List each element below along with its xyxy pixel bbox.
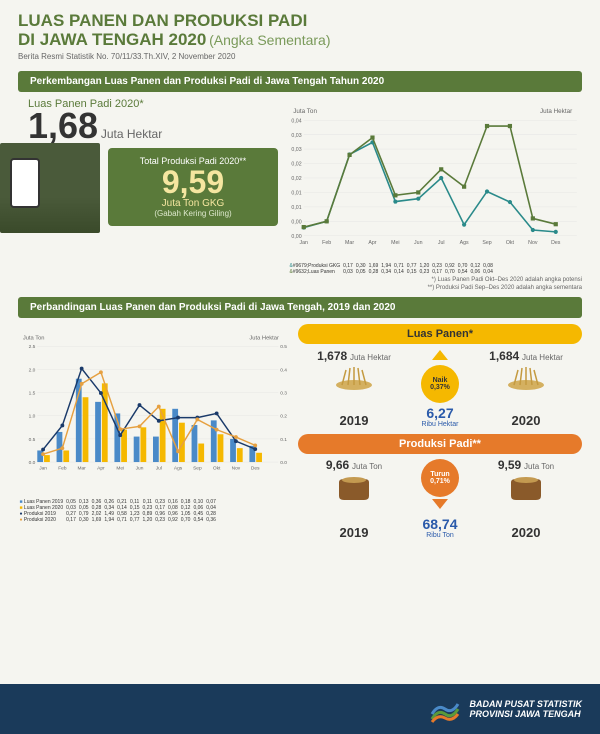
chart-note-2: **) Produksi Padi Sep–Des 2020 adalah an… [288, 285, 582, 291]
svg-text:1.0: 1.0 [29, 414, 36, 420]
section-banner-1: Perkembangan Luas Panen dan Produksi Pad… [18, 71, 582, 92]
arrow-down-icon [430, 497, 450, 511]
svg-text:Jul: Jul [438, 241, 445, 247]
bps-logo-icon [430, 694, 460, 724]
top-chart-svg: Juta Ton Juta Hektar 0,00 0,00 0,01 0,01 0,0… [288, 98, 582, 258]
luas-panen-unit: Juta Hektar [101, 127, 162, 141]
comparison-column: Luas Panen* 1,678 Juta Hektar 2019 Naik0… [298, 324, 582, 546]
chart-note-1: *) Luas Panen Padi Okt–Des 2020 adalah a… [288, 277, 582, 283]
svg-text:0.2: 0.2 [280, 414, 287, 420]
prod-change: Turun0,71% 68,74 Ribu Ton [410, 459, 470, 539]
svg-text:2.0: 2.0 [29, 368, 36, 374]
svg-text:0,02: 0,02 [291, 162, 301, 168]
svg-text:0,00: 0,00 [291, 234, 301, 240]
svg-text:Sep: Sep [482, 241, 491, 247]
luas-change: Naik0,37% 6,27 Ribu Hektar [410, 348, 470, 428]
svg-text:0,02: 0,02 [291, 176, 301, 182]
footer-line2: PROVINSI JAWA TENGAH [470, 709, 583, 719]
svg-text:Okt: Okt [506, 241, 515, 247]
svg-text:Jan: Jan [300, 241, 309, 247]
svg-text:Apr: Apr [97, 466, 105, 472]
bar-chart-svg: Juta Ton Juta Hektar 0.0 0.0 0.5 0.1 1.0 0.2 1… [18, 324, 288, 494]
rice-bag-icon [506, 474, 546, 502]
svg-text:0.5: 0.5 [29, 437, 36, 443]
top-chart-data-table: &#9679;Produksi GKG0,170,301,691,940,710… [288, 263, 494, 275]
luas-panen-value: 1,68 [28, 105, 98, 146]
rice-field-illustration [0, 143, 100, 233]
luas-2019: 1,678 Juta Hektar 2019 [298, 349, 410, 428]
svg-text:Des: Des [551, 241, 561, 247]
svg-text:Okt: Okt [213, 466, 221, 472]
svg-text:0,01: 0,01 [291, 191, 301, 197]
svg-text:Jan: Jan [39, 466, 47, 472]
footer: BADAN PUSAT STATISTIK PROVINSI JAWA TENG… [0, 684, 600, 734]
svg-text:Ags: Ags [460, 241, 469, 247]
svg-text:Jun: Jun [136, 466, 144, 472]
luas-panen-banner: Luas Panen* [298, 324, 582, 344]
produksi-banner: Produksi Padi** [298, 434, 582, 454]
rice-bag-icon [334, 474, 374, 502]
svg-text:0.4: 0.4 [280, 368, 287, 374]
luas-compare-row: 1,678 Juta Hektar 2019 Naik0,37% 6,27 Ri… [298, 348, 582, 428]
section-banner-2: Perbandingan Luas Panen dan Produksi Pad… [18, 297, 582, 318]
title-line1: LUAS PANEN DAN PRODUKSI PADI [18, 12, 582, 31]
wheat-icon [506, 365, 546, 390]
key-stats: Luas Panen Padi 2020* 1,68 Juta Hektar T… [18, 98, 278, 291]
footer-line1: BADAN PUSAT STATISTIK [470, 699, 583, 709]
comparison-bar-chart: Juta Ton Juta Hektar 0.0 0.0 0.5 0.1 1.0 0.2 1… [18, 324, 288, 523]
svg-text:Mei: Mei [391, 241, 399, 247]
svg-text:Juta Ton: Juta Ton [23, 336, 45, 342]
mid-section: Juta Ton Juta Hektar 0.0 0.0 0.5 0.1 1.0 0.2 1… [0, 324, 600, 546]
header-subtitle: Berita Resmi Statistik No. 70/11/33.Th.X… [18, 52, 582, 61]
svg-text:Des: Des [251, 466, 260, 472]
svg-text:Ags: Ags [174, 466, 183, 472]
produksi-value: 9,59 [120, 166, 266, 198]
svg-text:Nov: Nov [528, 241, 538, 247]
title-line2: DI JAWA TENGAH 2020 [18, 30, 206, 49]
svg-text:0,01: 0,01 [291, 205, 301, 211]
prod-compare-row: 9,66 Juta Ton 2019 Turun0,71% 68,74 Ribu… [298, 458, 582, 540]
svg-text:Juta Hektar: Juta Hektar [249, 336, 279, 342]
svg-text:Jun: Jun [414, 241, 423, 247]
svg-text:Sep: Sep [193, 466, 202, 472]
svg-text:0.3: 0.3 [280, 391, 287, 397]
svg-text:0.0: 0.0 [280, 460, 287, 466]
prod-2020: 9,59 Juta Ton 2020 [470, 458, 582, 540]
svg-text:Mar: Mar [345, 241, 354, 247]
bar-chart-data-table: ■ Luas Panen 20190,050,130,360,260,210,1… [18, 499, 217, 523]
svg-text:0,04: 0,04 [291, 119, 301, 125]
svg-text:Feb: Feb [322, 241, 331, 247]
svg-text:0.1: 0.1 [280, 437, 287, 443]
svg-text:0,00: 0,00 [291, 220, 301, 226]
wheat-icon [334, 365, 374, 390]
svg-text:2.5: 2.5 [29, 345, 36, 351]
svg-text:Mei: Mei [116, 466, 124, 472]
svg-text:0,03: 0,03 [291, 148, 301, 154]
header: LUAS PANEN DAN PRODUKSI PADI DI JAWA TEN… [0, 0, 600, 65]
produksi-subunit: (Gabah Kering Giling) [120, 209, 266, 218]
title-note: (Angka Sementara) [209, 32, 330, 48]
svg-text:0.5: 0.5 [280, 345, 287, 351]
produksi-box: Total Produksi Padi 2020** 9,59 Juta Ton… [108, 148, 278, 226]
left-axis-label: Juta Ton [293, 108, 317, 115]
svg-text:0,03: 0,03 [291, 133, 301, 139]
svg-text:Apr: Apr [368, 241, 376, 247]
right-axis-label: Juta Hektar [540, 108, 572, 115]
top-section: Luas Panen Padi 2020* 1,68 Juta Hektar T… [0, 98, 600, 291]
phone-icon [10, 158, 40, 208]
svg-text:Feb: Feb [58, 466, 67, 472]
top-line-chart: Juta Ton Juta Hektar 0,00 0,00 0,01 0,01 0,0… [288, 98, 582, 291]
svg-text:Mar: Mar [77, 466, 86, 472]
produksi-unit: Juta Ton GKG [120, 198, 266, 209]
svg-text:Jul: Jul [156, 466, 162, 472]
svg-text:0.0: 0.0 [29, 460, 36, 466]
svg-text:Nov: Nov [232, 466, 241, 472]
prod-2019: 9,66 Juta Ton 2019 [298, 458, 410, 540]
svg-text:1.5: 1.5 [29, 391, 36, 397]
luas-2020: 1,684 Juta Hektar 2020 [470, 349, 582, 428]
arrow-up-icon [430, 348, 450, 362]
